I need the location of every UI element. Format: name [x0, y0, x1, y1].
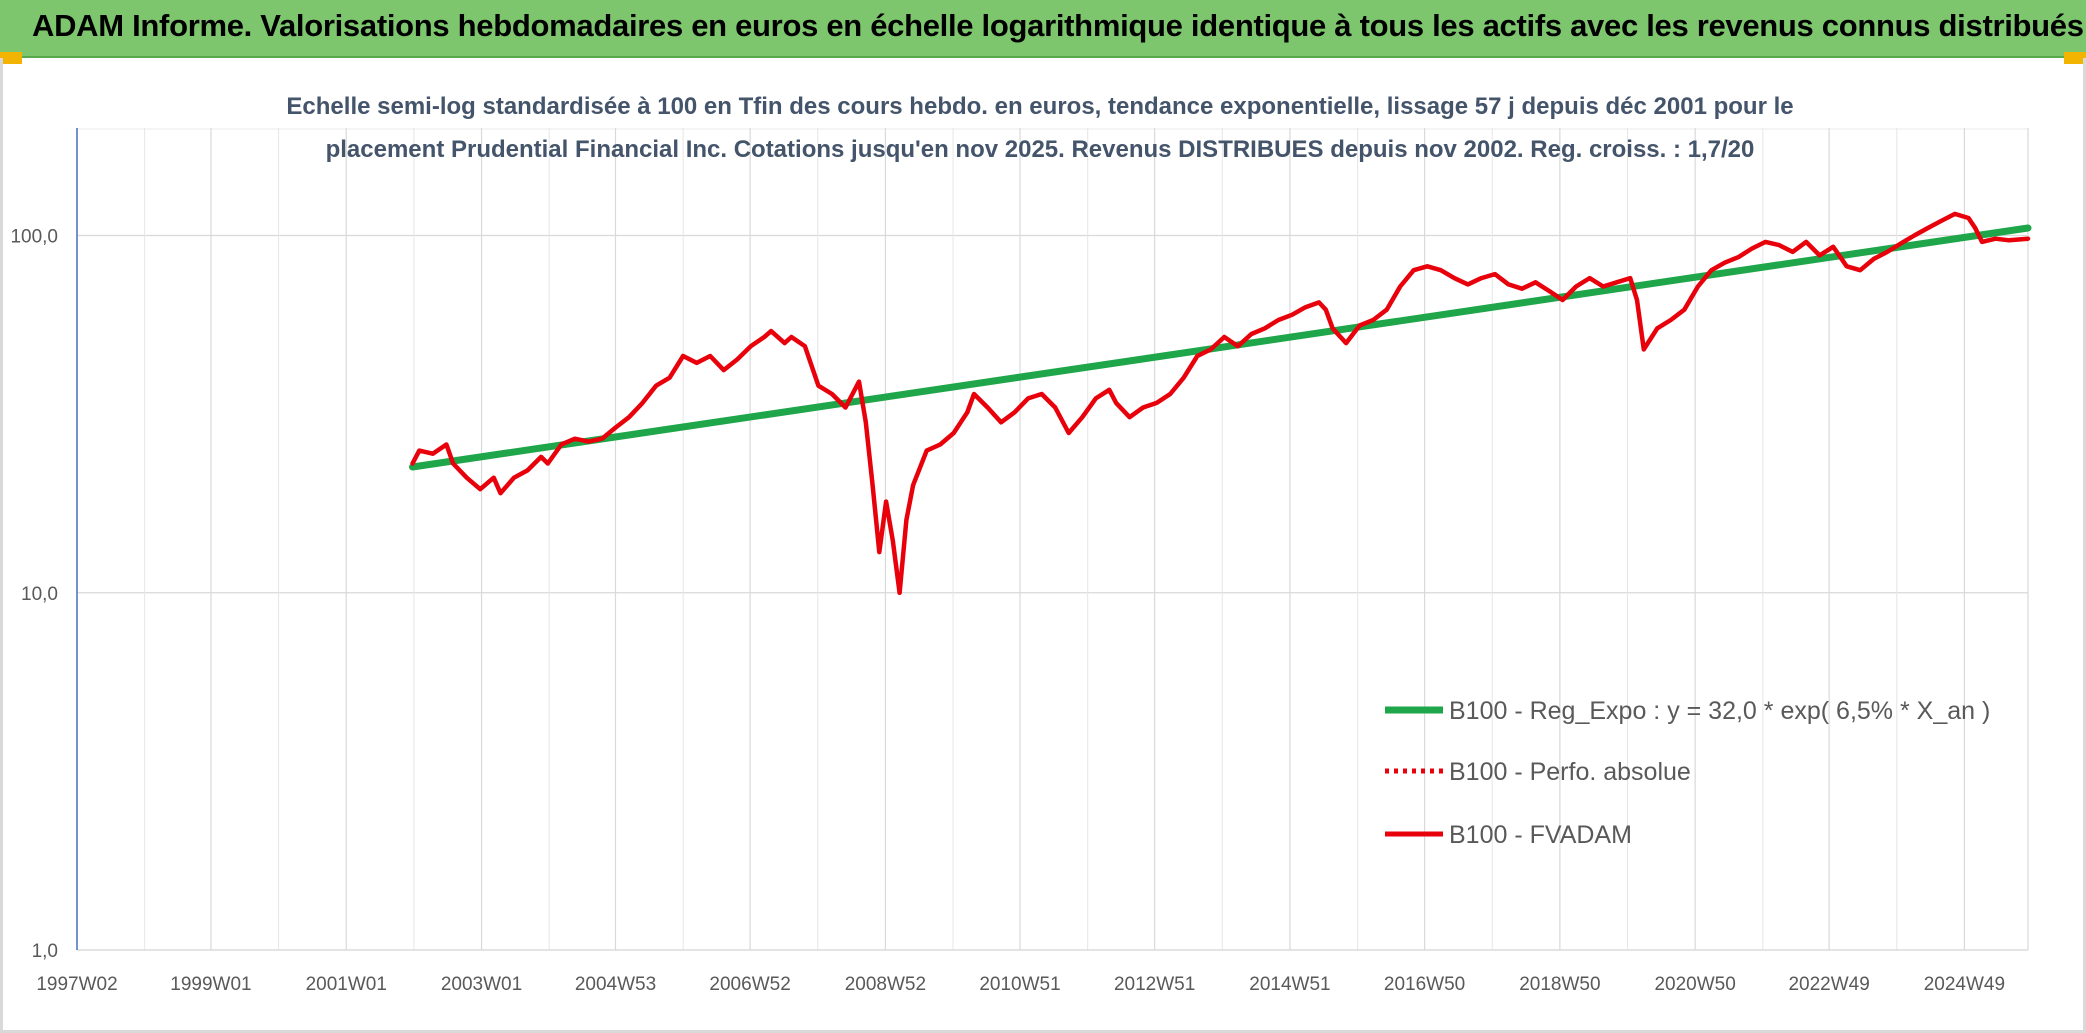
title-banner: ADAM Informe. Valorisations hebdomadaire…: [0, 0, 2086, 58]
x-tick-label: 2022W49: [1788, 974, 1869, 995]
y-tick-label: 1,0: [32, 941, 58, 962]
legend-item-fvadam: B100 - FVADAM: [1385, 821, 1632, 849]
legend-label: B100 - Reg_Expo : y = 32,0 * exp( 6,5% *…: [1449, 697, 1990, 725]
x-tick-label: 2004W53: [575, 974, 656, 995]
x-tick-label: 2003W01: [441, 974, 522, 995]
x-tick-label: 2024W49: [1924, 974, 2005, 995]
chart-subtitle-line-1: Echelle semi-log standardisée à 100 en T…: [286, 93, 1793, 120]
series-layer: [409, 211, 2032, 596]
corner-mark-left: [0, 52, 22, 64]
x-tick-label: 2012W51: [1114, 974, 1195, 995]
x-tick-labels: 1997W02 1999W01 2001W01 2003W01 2004W53 2006W…: [36, 974, 2005, 995]
legend: B100 - Reg_Expo : y = 32,0 * exp( 6,5% *…: [1385, 697, 1990, 849]
legend-item-reg-expo: B100 - Reg_Expo : y = 32,0 * exp( 6,5% *…: [1385, 697, 1990, 725]
y-tick-labels: 1,0 10,0 100,0: [10, 227, 58, 962]
x-tick-label: 2006W52: [709, 974, 790, 995]
y-tick-label: 10,0: [21, 584, 58, 605]
legend-label: B100 - FVADAM: [1449, 821, 1632, 849]
x-tick-label: 2010W51: [979, 974, 1060, 995]
corner-mark-right: [2064, 52, 2086, 64]
y-tick-label: 100,0: [10, 227, 58, 248]
x-tick-label: 2001W01: [306, 974, 387, 995]
x-tick-label: 1997W02: [36, 974, 117, 995]
x-tick-label: 2018W50: [1519, 974, 1600, 995]
legend-label: B100 - Perfo. absolue: [1449, 758, 1691, 786]
grid-layer: [76, 128, 2029, 951]
banner-title: ADAM Informe. Valorisations hebdomadaire…: [32, 8, 2084, 43]
x-tick-label: 2020W50: [1654, 974, 1735, 995]
x-tick-label: 2016W50: [1384, 974, 1465, 995]
chart-subtitle-line-2: placement Prudential Financial Inc. Cota…: [326, 136, 1755, 163]
x-tick-label: 1999W01: [170, 974, 251, 995]
x-tick-label: 2008W52: [845, 974, 926, 995]
x-tick-label: 2014W51: [1249, 974, 1330, 995]
series-line-fvadam: [410, 211, 2031, 596]
legend-item-perfo-absolue: B100 - Perfo. absolue: [1385, 758, 1691, 786]
chart-frame: [0, 58, 2086, 1033]
series-line-reg-expo: [409, 224, 2032, 471]
